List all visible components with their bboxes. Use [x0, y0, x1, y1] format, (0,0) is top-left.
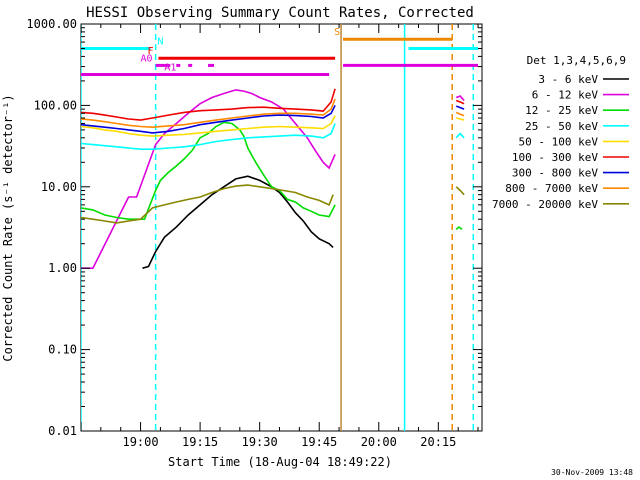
legend-entry-label: 100 - 300 keV — [512, 151, 598, 164]
chart-title: HESSI Observing Summary Count Rates, Cor… — [86, 5, 474, 21]
legend-title: Det 1,3,4,5,6,9 — [527, 54, 626, 67]
flag-label: A1 — [164, 62, 176, 73]
series-line-after-gap — [455, 132, 465, 139]
plot-frame — [80, 23, 483, 432]
series-lines — [81, 88, 465, 270]
legend-entry-label: 7000 - 20000 keV — [492, 198, 598, 211]
x-tick-label: 20:00 — [361, 435, 397, 449]
series-line-after-gap — [455, 99, 465, 105]
x-tick-label: 19:30 — [242, 435, 278, 449]
legend-entry-label: 800 - 7000 keV — [505, 182, 598, 195]
y-axis-ticks: 0.01 0.10 1.00 10.00 100.00 1000.00 — [26, 17, 482, 438]
flag-label: F — [147, 46, 153, 57]
series-line — [81, 89, 336, 270]
flag-bars: N S FA0 A1 — [81, 27, 479, 76]
series-line-after-gap — [455, 226, 463, 231]
x-tick-label: 19:45 — [301, 435, 337, 449]
legend: Det 1,3,4,5,6,9 3 - 6 keV 6 - 12 keV 12 - 2… — [492, 54, 629, 211]
series-line — [81, 123, 336, 150]
legend-entry-label: 12 - 25 keV — [525, 104, 598, 117]
flag-label: A0 — [140, 53, 152, 64]
x-tick-label: 19:00 — [122, 435, 158, 449]
series-line-after-gap — [455, 95, 465, 102]
series-line — [81, 88, 336, 121]
series-line — [142, 175, 334, 269]
series-line — [81, 105, 336, 134]
series-line — [81, 121, 336, 220]
series-line-after-gap — [455, 186, 465, 196]
flag-label: N — [157, 37, 163, 48]
y-tick-label: 0.10 — [48, 343, 77, 357]
y-axis-label: Corrected Count Rate (s⁻¹ detector⁻¹) — [1, 94, 15, 361]
x-axis-ticks: 19:00 19:15 19:30 19:45 20:00 20:15 — [80, 24, 479, 449]
series-line-after-gap — [455, 111, 465, 117]
y-tick-label: 0.01 — [48, 424, 77, 438]
y-tick-label: 10.00 — [41, 180, 77, 194]
timestamp: 30-Nov-2009 13:48 — [551, 468, 633, 477]
x-tick-label: 20:15 — [420, 435, 456, 449]
legend-entry-label: 300 - 800 keV — [512, 167, 598, 180]
series-line-after-gap — [456, 117, 465, 121]
x-tick-label: 19:15 — [182, 435, 218, 449]
y-tick-label: 100.00 — [34, 98, 77, 112]
y-tick-label: 1.00 — [48, 261, 77, 275]
flag-label: S — [334, 27, 340, 38]
legend-entry-label: 3 - 6 keV — [538, 73, 598, 86]
legend-entry-label: 25 - 50 keV — [525, 120, 598, 133]
series-line — [81, 98, 336, 129]
series-line-after-gap — [455, 105, 465, 110]
vertical-markers — [81, 24, 475, 431]
legend-entry-label: 50 - 100 keV — [519, 135, 599, 148]
series-line — [81, 184, 334, 224]
series-line — [81, 115, 336, 137]
x-axis-label: Start Time (18-Aug-04 18:49:22) — [168, 455, 392, 469]
y-tick-label: 1000.00 — [26, 17, 77, 31]
legend-entry-label: 6 - 12 keV — [532, 89, 599, 102]
